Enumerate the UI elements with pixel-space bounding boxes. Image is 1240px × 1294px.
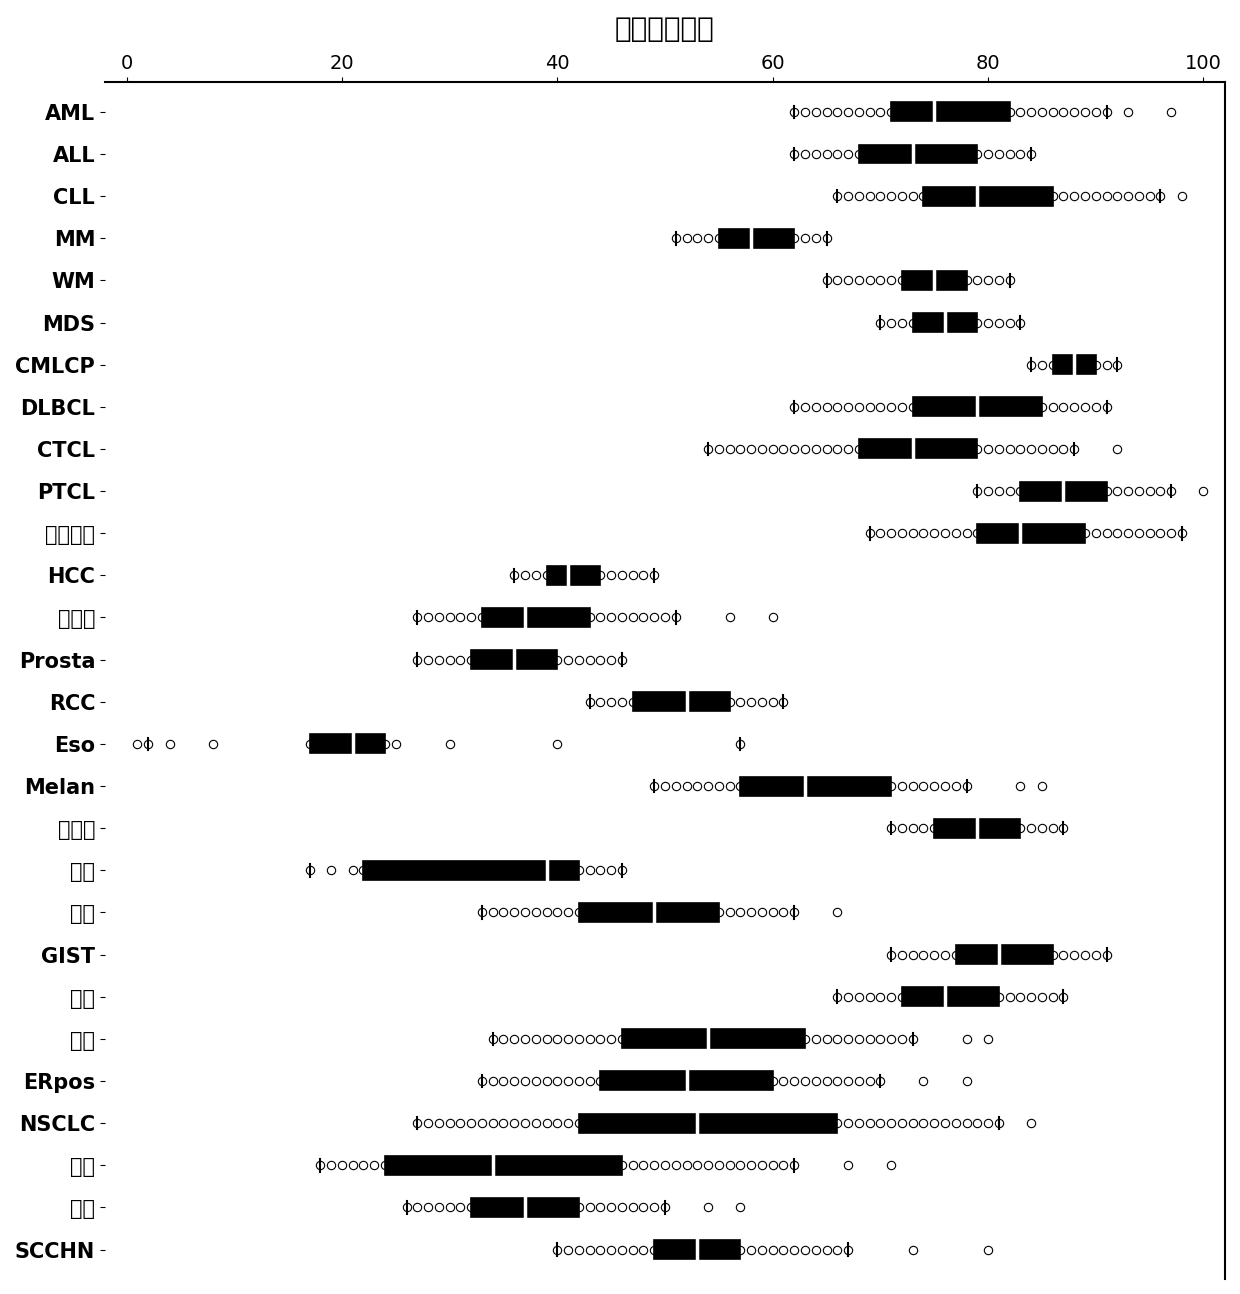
Bar (901, 987, 999, 1007)
Bar (600, 1071, 773, 1091)
Bar (579, 903, 719, 921)
Bar (913, 313, 977, 333)
Bar (740, 776, 892, 796)
Bar (892, 102, 1009, 122)
Bar (977, 524, 1085, 542)
Bar (482, 608, 589, 628)
Bar (632, 692, 729, 712)
Bar (384, 1156, 622, 1175)
Bar (1021, 481, 1106, 501)
Bar (859, 145, 977, 163)
Bar (924, 186, 1053, 206)
Bar (363, 861, 579, 880)
Bar (471, 650, 557, 669)
Bar (934, 819, 1021, 837)
Bar (471, 1198, 579, 1216)
Bar (901, 270, 966, 290)
Title: 预测的敏感性: 预测的敏感性 (615, 16, 715, 43)
Bar (913, 397, 1042, 417)
Bar (655, 1240, 740, 1259)
Bar (310, 735, 384, 753)
Bar (956, 945, 1053, 964)
Bar (579, 1114, 837, 1132)
Bar (719, 229, 795, 247)
Bar (859, 440, 977, 458)
Bar (1053, 356, 1096, 374)
Bar (622, 1029, 805, 1048)
Bar (547, 565, 600, 585)
